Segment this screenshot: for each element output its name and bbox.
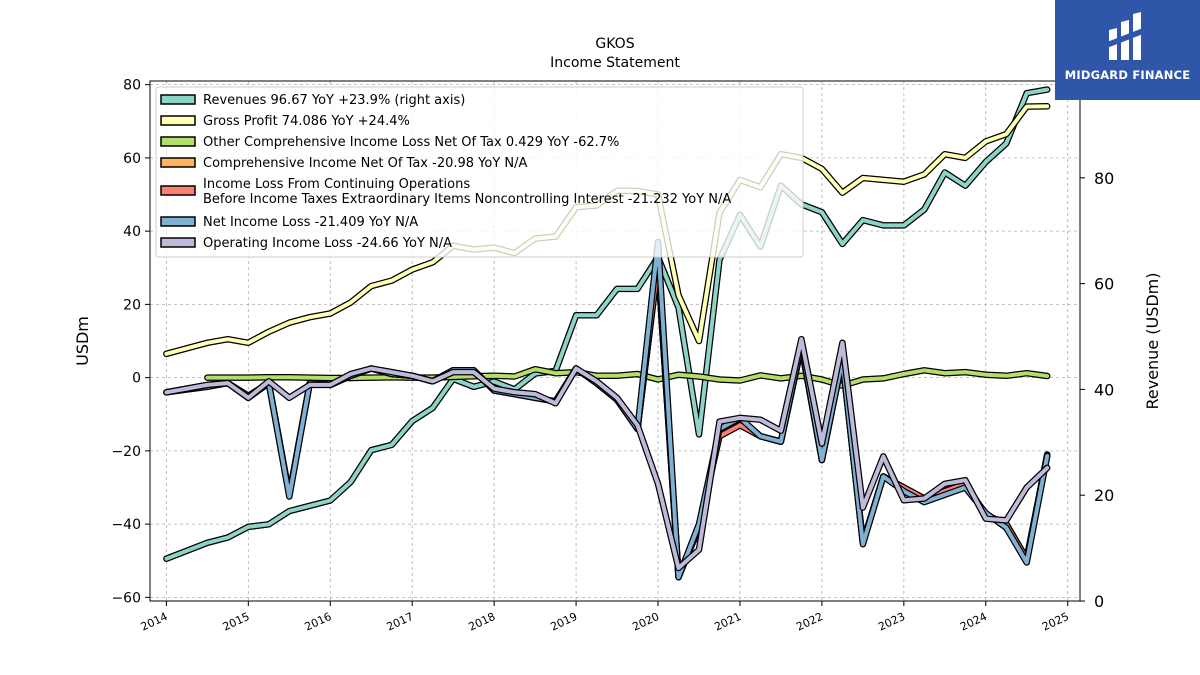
legend-swatch (160, 216, 196, 227)
series-line (164, 240, 1050, 580)
y2-tick-label: 60 (1094, 275, 1114, 294)
y2-tick-label: 80 (1094, 169, 1114, 188)
x-tick-label: 2021 (712, 610, 743, 634)
legend-swatch (160, 115, 196, 126)
y2-axis-label: Revenue (USDm) (1143, 272, 1162, 409)
series-lines (163, 86, 1051, 581)
legend-box (155, 86, 804, 258)
series-line (164, 262, 1050, 578)
legend-label: Revenues 96.67 YoY +23.9% (right axis) (203, 93, 465, 108)
x-tick-label: 2020 (630, 610, 661, 634)
legend-label: Comprehensive Income Net Of Tax -20.98 Y… (203, 156, 528, 171)
y-tick-label: 80 (123, 78, 141, 94)
series-line (164, 262, 1050, 580)
legend-label: Operating Income Loss -24.66 YoY N/A (203, 236, 452, 251)
x-tick-label: 2014 (139, 610, 170, 634)
series-outline (163, 238, 1051, 581)
legend-swatch (160, 136, 196, 147)
y-tick-label: 60 (123, 151, 141, 167)
x-tick-label: 2016 (303, 610, 334, 634)
legend-label: Income Loss From Continuing Operations (203, 177, 470, 192)
y-axis-label: USDm (73, 316, 92, 366)
chart-subtitle: Income Statement (550, 55, 680, 71)
legend-swatch (160, 94, 196, 105)
brand-name: MIDGARD FINANCE (1064, 68, 1191, 82)
series-line (164, 87, 1050, 561)
x-tick-label: 2024 (958, 610, 989, 634)
series-operating-income-loss (163, 335, 1051, 572)
legend-swatch (160, 185, 196, 196)
series-revenues (163, 86, 1051, 562)
x-tick-label: 2015 (221, 610, 252, 634)
series-income-loss-from-continuing-operations-before-income-taxes-extraordinary-items-noncontrolling-interest (163, 260, 1051, 579)
y-tick-label: 40 (123, 224, 141, 240)
x-tick-label: 2022 (794, 610, 825, 634)
x-tick-label: 2025 (1040, 610, 1071, 634)
y-tick-label: −20 (111, 444, 141, 460)
y2-tick-label: 40 (1094, 380, 1114, 399)
legend-label: Gross Profit 74.086 YoY +24.4% (203, 114, 410, 129)
legend-label: Before Income Taxes Extraordinary Items … (203, 192, 731, 207)
y2-tick-label: 0 (1094, 592, 1104, 611)
midgard-logo-icon (1107, 12, 1143, 60)
y-tick-label: 0 (132, 371, 141, 387)
legend-swatch (160, 157, 196, 168)
legend-label: Other Comprehensive Income Loss Net Of T… (203, 135, 619, 150)
plot-frame (149, 80, 1081, 602)
legend-swatch (160, 237, 196, 248)
legend-label: Net Income Loss -21.409 YoY N/A (203, 215, 418, 230)
x-tick-label: 2018 (467, 610, 498, 634)
y-tick-label: −40 (111, 517, 141, 533)
series-outline (163, 260, 1051, 581)
legend: Revenues 96.67 YoY +23.9% (right axis) Gr… (155, 86, 804, 258)
y-tick-label: −60 (111, 590, 141, 606)
x-tick-label: 2017 (385, 610, 416, 634)
y-tick-label: 20 (123, 297, 141, 313)
chart-title: GKOS (595, 36, 634, 52)
series-net-income-loss (163, 238, 1051, 581)
x-tick-label: 2023 (876, 610, 907, 634)
brand-logo: MIDGARD FINANCE (1055, 0, 1200, 100)
series-outline (163, 260, 1051, 579)
x-tick-label: 2019 (548, 610, 579, 634)
y2-tick-label: 20 (1094, 486, 1114, 505)
series-comprehensive-income-net-of-tax (163, 260, 1051, 581)
series-line (164, 337, 1050, 570)
